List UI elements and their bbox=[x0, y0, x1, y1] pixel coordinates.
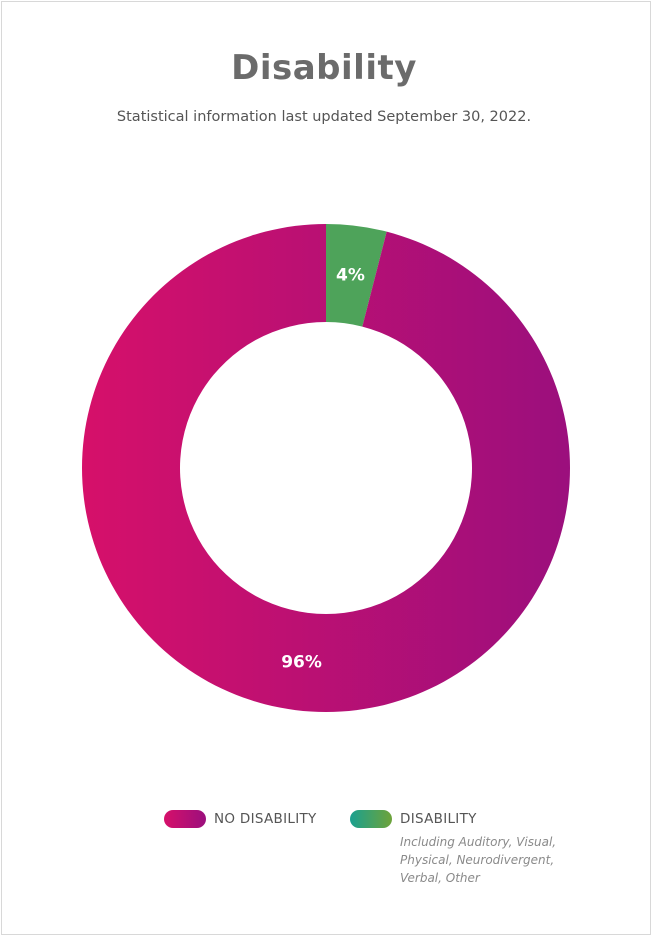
slice-label-no-disability: 96% bbox=[281, 652, 322, 672]
legend-label-disability: DISABILITY bbox=[400, 811, 477, 827]
legend-note-disability: Including Auditory, Visual, Physical, Ne… bbox=[400, 835, 557, 885]
legend-swatch-no-disability bbox=[164, 810, 206, 828]
legend-item-disability[interactable]: DISABILITY bbox=[350, 810, 477, 828]
legend-item-no-disability[interactable]: NO DISABILITY bbox=[164, 810, 317, 828]
legend-swatch-disability bbox=[350, 810, 392, 828]
chart-subtitle: Statistical information last updated Sep… bbox=[116, 109, 532, 125]
slice-label-disability: 4% bbox=[336, 266, 365, 286]
slice-disability[interactable] bbox=[326, 224, 387, 327]
chart-title: Disability bbox=[231, 48, 417, 88]
slice-no-disability[interactable] bbox=[81, 224, 570, 713]
legend-label-no-disability: NO DISABILITY bbox=[214, 811, 317, 827]
